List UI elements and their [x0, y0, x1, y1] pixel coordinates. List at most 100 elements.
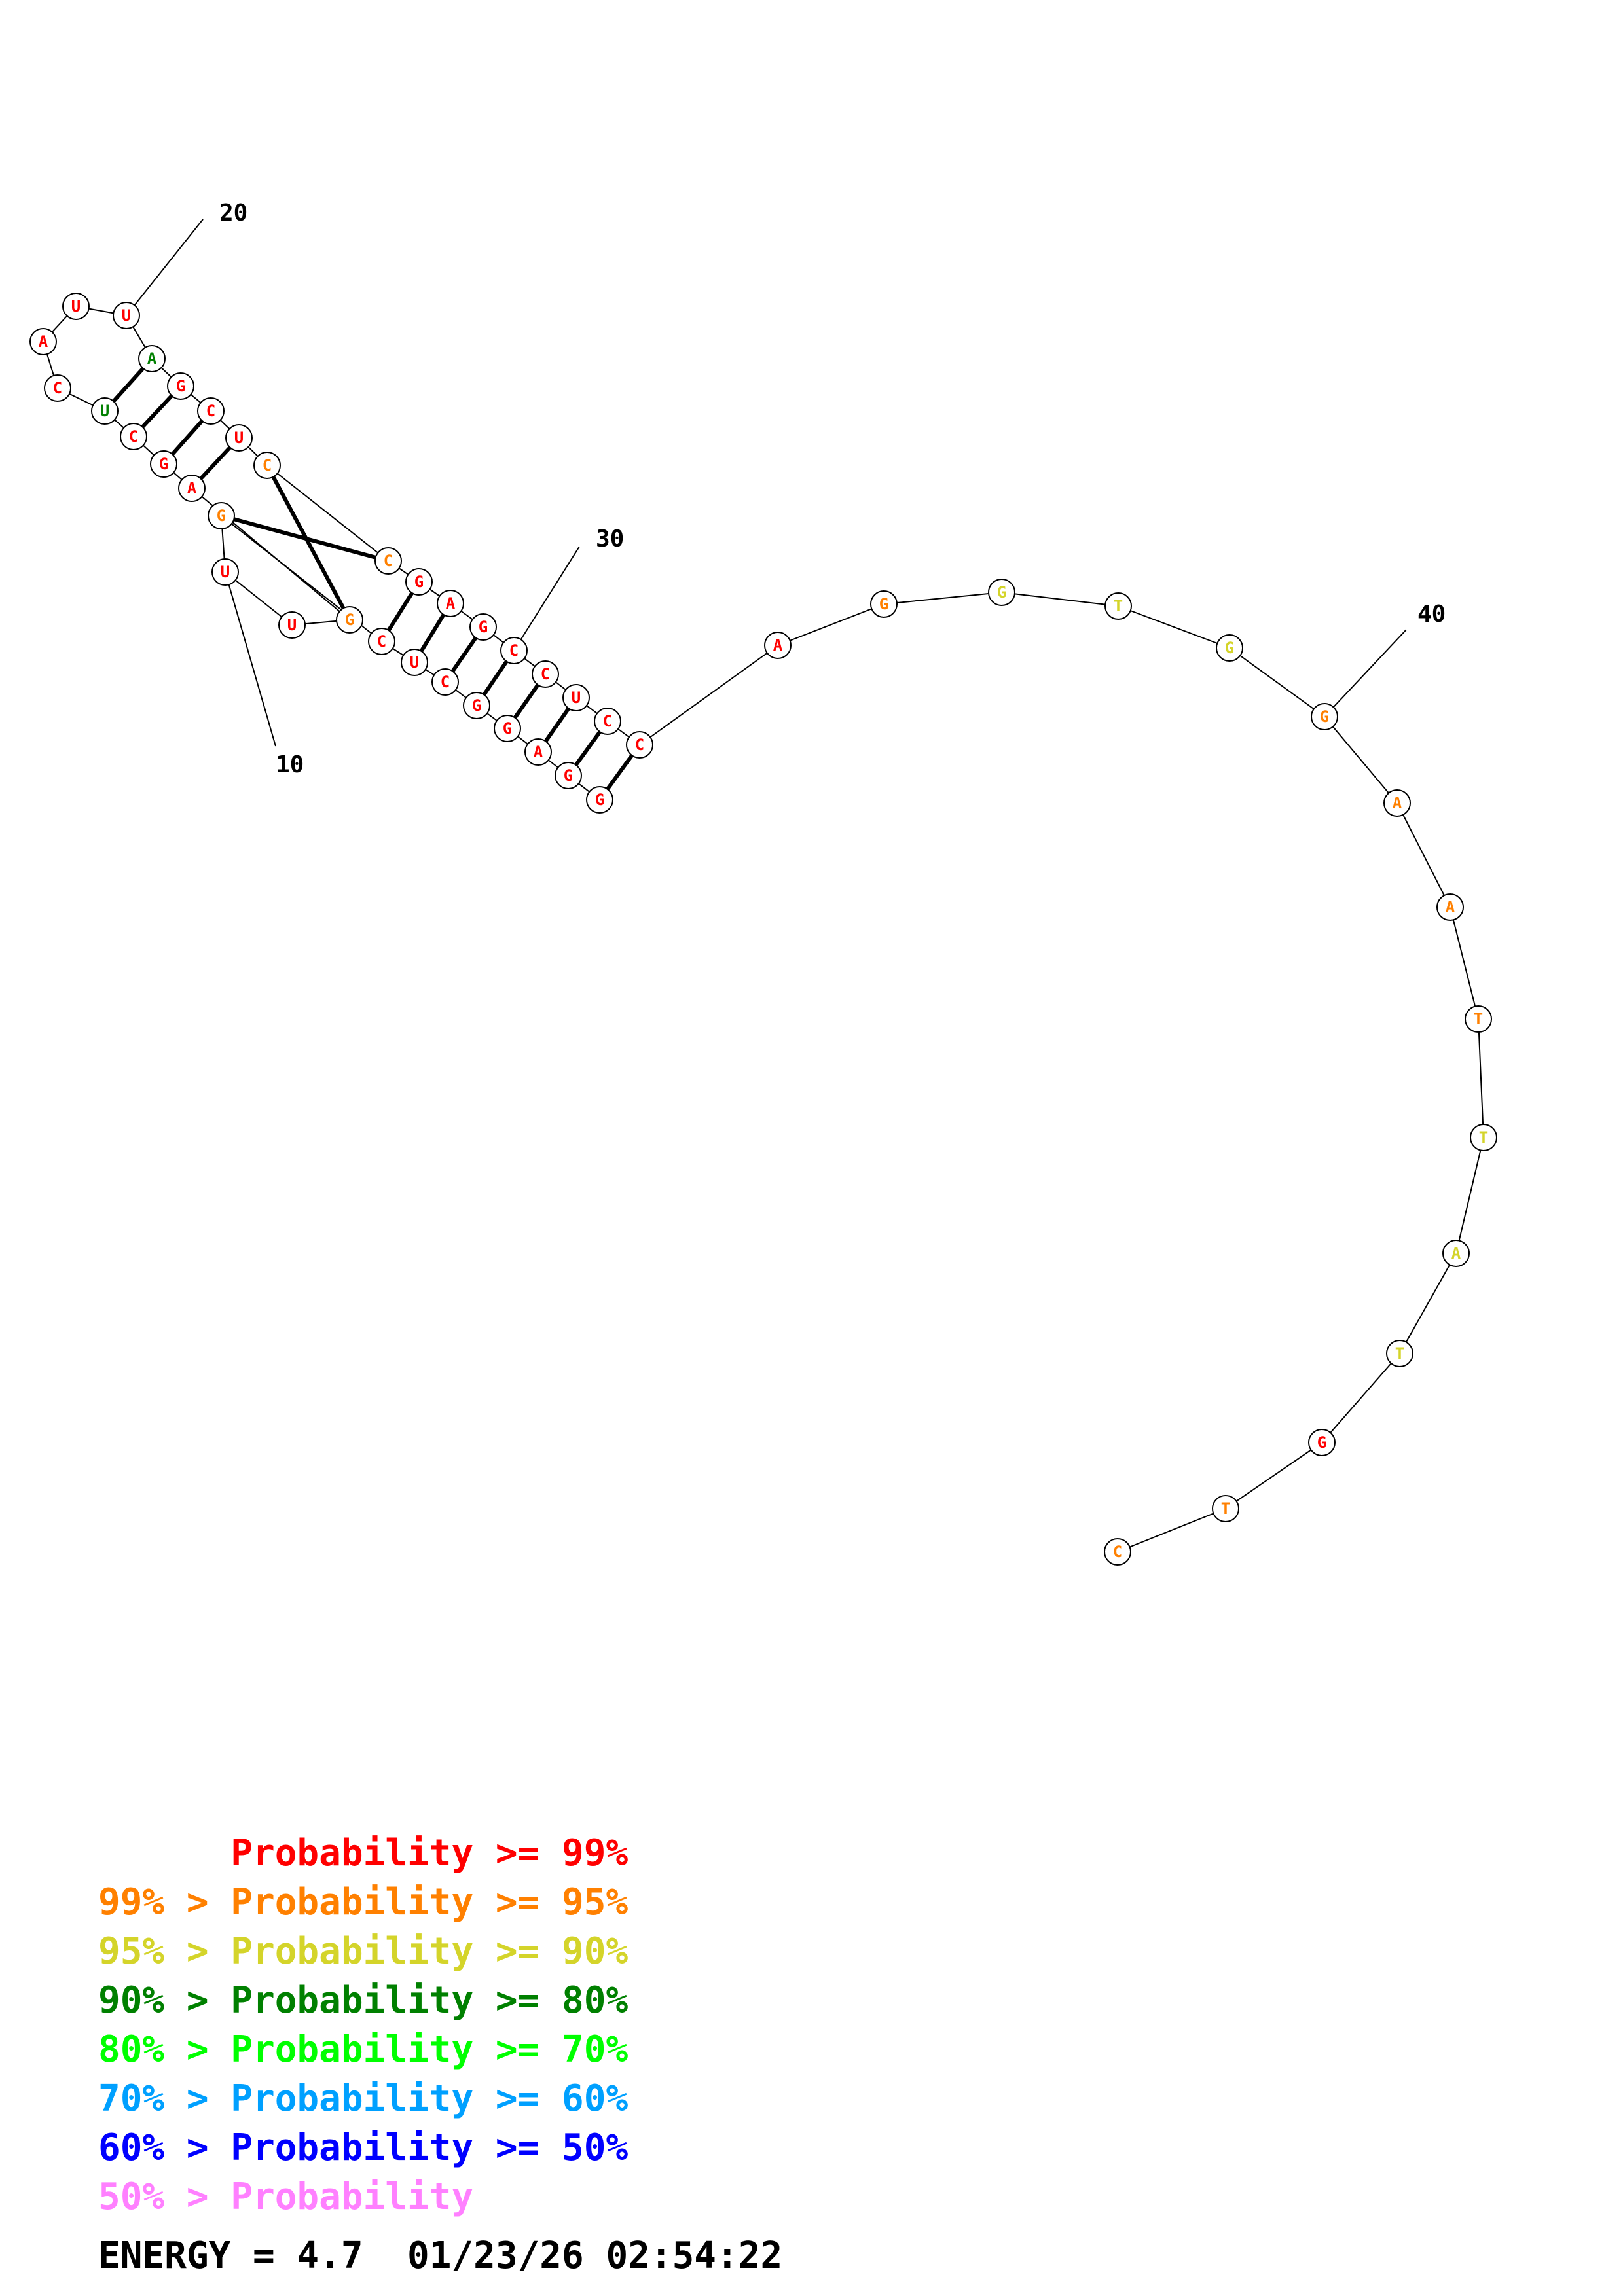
nucleotide-24: U — [225, 424, 253, 452]
nucleotide-circle — [405, 568, 433, 596]
backbone-segment — [1117, 1508, 1226, 1552]
nucleotide-base: G — [564, 766, 573, 785]
nucleotide-circle — [1216, 634, 1243, 662]
nucleotide-18: A — [29, 328, 57, 355]
nucleotide-base: A — [534, 743, 543, 761]
backbone-segment — [1455, 1137, 1484, 1254]
backbone-segment — [1399, 1253, 1457, 1354]
nucleotide-base: G — [345, 611, 354, 629]
nucleotide-base: G — [414, 573, 424, 591]
nucleotide-base: A — [187, 479, 197, 497]
nucleotide-circle — [1308, 1429, 1336, 1456]
nucleotide-29: G — [469, 613, 497, 641]
position-tick-layer: 10 20 30 40 — [126, 200, 1446, 778]
nucleotide-circle — [120, 423, 147, 450]
nucleotide-23: C — [197, 397, 225, 425]
nucleotide-27: G — [405, 568, 433, 596]
nucleotide-base: U — [221, 563, 230, 581]
nucleotide-base: A — [1393, 794, 1402, 812]
legend-line-90: 95% > Probability >= 90% — [98, 1930, 628, 1973]
legend-line-80: 90% > Probability >= 80% — [98, 1979, 628, 2022]
nucleotide-47: G — [1308, 1429, 1336, 1456]
nucleotide-base: C — [603, 712, 612, 730]
position-tick — [513, 546, 580, 651]
backbone-segment — [1478, 1018, 1484, 1138]
nucleotide-base: G — [176, 377, 185, 395]
nucleotide-11: U — [278, 611, 306, 639]
nucleotide-circle — [431, 668, 459, 696]
nucleotide-28: A — [437, 590, 464, 617]
nucleotide-34: C — [626, 731, 653, 759]
position-label-10: 10 — [276, 751, 304, 778]
probability-legend: Probability >= 99% 99% > Probability >= … — [98, 1832, 628, 2218]
nucleotide-circle — [870, 590, 898, 618]
nucleotide-43: T — [1465, 1005, 1492, 1033]
nucleotide-circle — [1386, 1340, 1413, 1367]
nucleotide-19: U — [62, 293, 90, 320]
legend-line-below-50: 50% > Probability — [98, 2176, 473, 2218]
position-label-20: 20 — [219, 200, 247, 226]
nucleotide-4: G — [494, 715, 521, 742]
nucleotide-base: G — [879, 595, 888, 613]
nucleotide-circle — [594, 708, 621, 735]
nucleotide-base: G — [1317, 1433, 1326, 1452]
backbone-layer — [43, 306, 1484, 1552]
nucleotide-circle — [463, 692, 490, 719]
position-label-30: 30 — [596, 526, 624, 552]
nucleotide-circle — [29, 328, 57, 355]
nucleotide-7: U — [401, 649, 428, 676]
nucleotide-30: C — [500, 637, 528, 664]
nucleotide-31: C — [532, 660, 559, 688]
nucleotide-circle — [138, 345, 166, 372]
nucleotide-circle — [1470, 1124, 1497, 1151]
nucleotide-base: U — [71, 297, 81, 315]
nucleotide-base: G — [217, 507, 226, 525]
nucleotide-base: C — [263, 456, 272, 475]
nucleotide-circle — [401, 649, 428, 676]
nucleotide-42: A — [1436, 893, 1464, 921]
nucleotide-17: C — [44, 374, 71, 402]
nucleotide-circle — [150, 450, 177, 478]
nucleotide-38: T — [1104, 592, 1132, 620]
nucleotide-base: C — [1113, 1543, 1122, 1561]
nucleotide-base: C — [541, 665, 550, 683]
nucleotide-base: C — [635, 736, 644, 754]
nucleotide-circle — [113, 302, 140, 329]
nucleotide-circle — [208, 502, 235, 529]
nucleotide-5: G — [463, 692, 490, 719]
nucleotide-8: C — [368, 628, 395, 655]
nucleotide-circle — [500, 637, 528, 664]
nucleotide-base: G — [159, 455, 168, 473]
nucleotide-circle — [626, 731, 653, 759]
nucleotide-14: G — [150, 450, 177, 478]
nucleotide-base: A — [446, 594, 456, 613]
backbone-segment — [1324, 716, 1398, 804]
nucleotide-circle — [167, 372, 194, 400]
nucleotide-45: A — [1442, 1240, 1470, 1267]
backbone-segment — [225, 571, 293, 626]
nucleotide-41: A — [1383, 789, 1411, 817]
position-tick — [225, 571, 276, 747]
nucleotide-circle — [1311, 703, 1338, 730]
position-label-40: 40 — [1417, 601, 1446, 628]
base-pair-bond — [265, 464, 352, 621]
nucleotide-base: A — [773, 636, 783, 655]
legend-line-70: 80% > Probability >= 70% — [98, 2028, 628, 2071]
nucleotide-base: G — [997, 583, 1006, 601]
position-tick — [126, 219, 204, 316]
nucleotide-circle — [91, 397, 119, 425]
nucleotide-3: A — [524, 738, 552, 766]
nucleotide-base: U — [100, 402, 109, 420]
nucleotide-base: C — [206, 402, 215, 420]
nucleotide-circle — [225, 424, 253, 452]
nucleotide-base: A — [39, 332, 48, 351]
nucleotide-base: T — [1474, 1010, 1483, 1028]
backbone-segment — [1225, 1442, 1322, 1509]
nucleotide-base: T — [1479, 1128, 1488, 1147]
nucleotide-12: G — [336, 606, 363, 634]
nucleotide-40: G — [1311, 703, 1338, 730]
backbone-segment — [777, 603, 884, 646]
nucleotide-circle — [374, 547, 402, 575]
nucleotide-base: U — [122, 306, 131, 325]
